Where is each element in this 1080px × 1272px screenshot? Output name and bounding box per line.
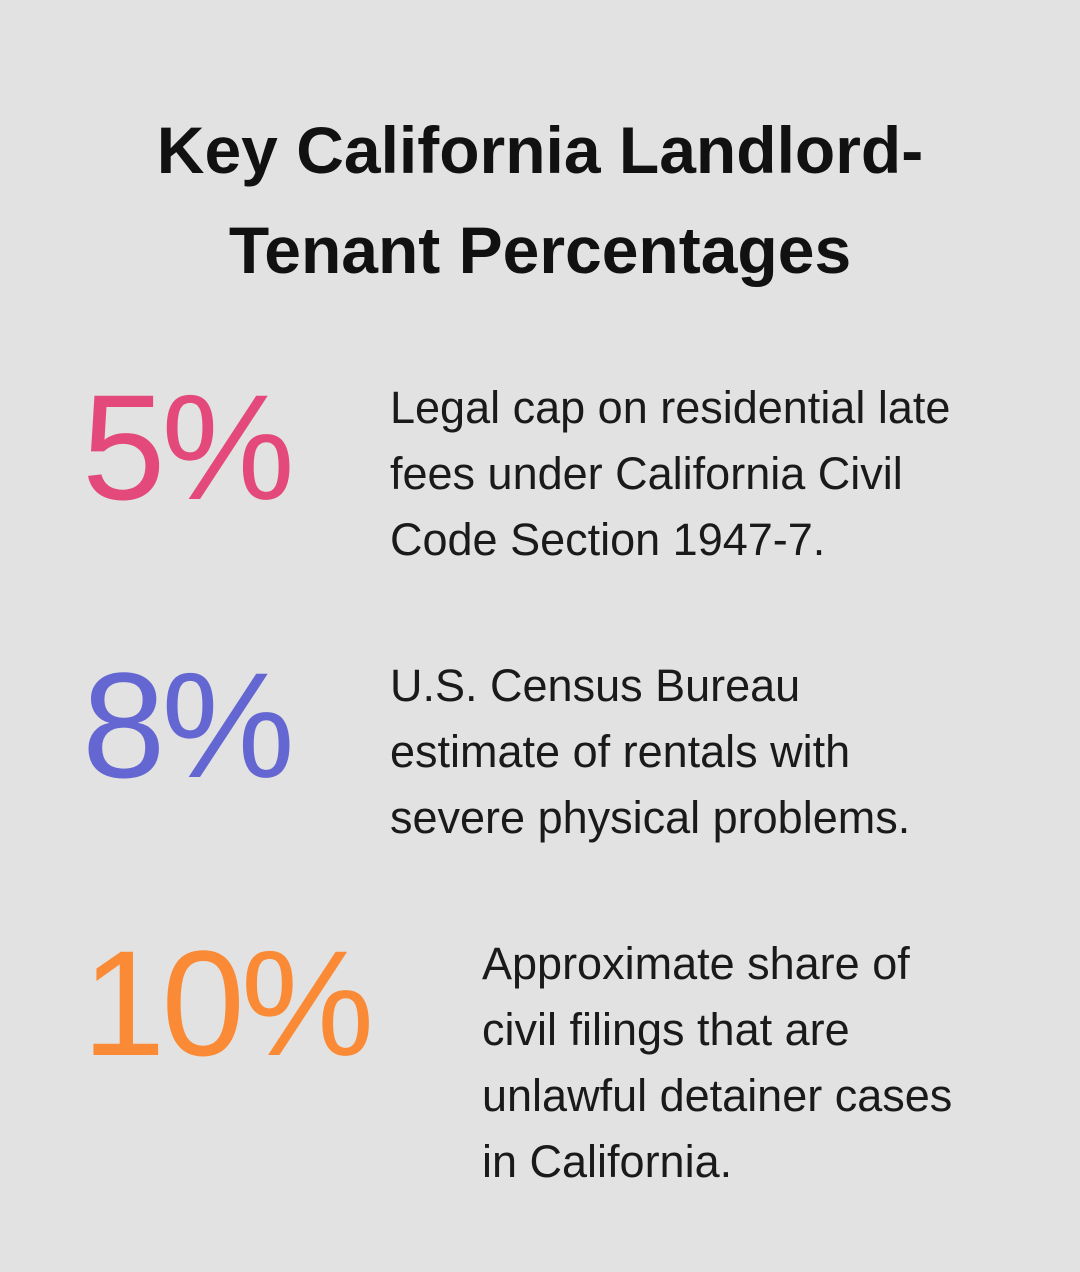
stat-description: severe physical problems. [390,792,911,843]
title: Key California Landlord-Tenant Percentag… [156,113,924,287]
stat-description: fees under California Civil [390,448,903,499]
stat-value: 5% [82,363,295,531]
stat-description: Code Section 1947-7. [390,514,826,565]
stat-description: civil filings that are [482,1004,850,1055]
stat-description: Approximate share of [482,938,910,989]
stat-description: Legal cap on residential late [390,382,951,433]
stat-description: U.S. Census Bureau [390,660,801,711]
stat-description: unlawful detainer cases [482,1070,953,1121]
stat-description: in California. [482,1136,733,1187]
stat-value: 10% [82,919,374,1087]
stat-value: 8% [82,641,295,809]
stat-description: estimate of rentals with [390,726,851,777]
